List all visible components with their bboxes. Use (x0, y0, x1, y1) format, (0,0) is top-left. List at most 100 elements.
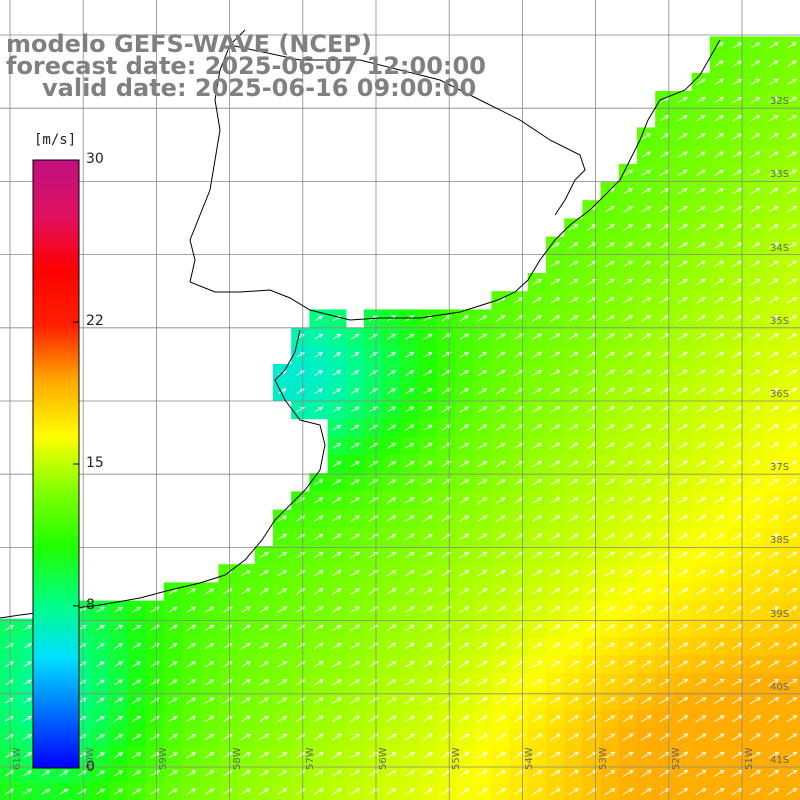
colorbar-tick-label: 30 (86, 151, 104, 167)
wind-arrow (423, 333, 433, 340)
wind-arrow (695, 224, 707, 231)
wind-arrow (350, 697, 361, 704)
wind-arrow (787, 42, 797, 49)
wind-arrow (350, 788, 361, 795)
wind-arrow (332, 570, 342, 577)
wind-arrow (768, 642, 780, 650)
wind-arrow (786, 187, 797, 195)
wind-arrow (714, 315, 725, 322)
wind-arrow (750, 460, 761, 468)
wind-arrow (604, 788, 616, 796)
wind-arrow (387, 406, 397, 413)
wind-arrow (204, 788, 215, 795)
wind-arrow (604, 551, 616, 559)
wind-arrow (623, 369, 634, 377)
wind-arrow (350, 497, 361, 504)
wind-arrow (750, 115, 761, 122)
wind-arrow (641, 515, 652, 522)
wind-arrow (641, 151, 652, 158)
wind-arrow (786, 133, 798, 140)
wind-arrow (259, 570, 270, 577)
wind-arrow (604, 369, 615, 377)
wind-arrow (641, 406, 652, 413)
wind-arrow (677, 96, 688, 104)
wind-arrow (732, 169, 743, 176)
wind-arrow (786, 497, 798, 504)
wind-arrow (23, 697, 32, 704)
wind-arrow (786, 151, 798, 158)
wind-arrow (259, 752, 270, 759)
wind-arrow (549, 751, 561, 759)
wind-arrow (477, 770, 488, 777)
wind-arrow (550, 642, 561, 650)
wind-arrow (23, 752, 33, 759)
wind-arrow (696, 115, 706, 122)
wind-arrow (313, 551, 324, 559)
wind-arrow (641, 333, 652, 340)
wind-arrow (695, 569, 707, 577)
longitude-label: 51W (744, 747, 755, 770)
wind-arrow (314, 406, 324, 413)
wind-arrow (331, 661, 343, 668)
latitude-label: 37S (770, 462, 790, 474)
wind-arrow (531, 697, 543, 704)
wind-arrow (332, 588, 342, 595)
wind-arrow (459, 497, 470, 504)
wind-arrow (659, 660, 670, 668)
wind-arrow (786, 206, 797, 213)
wind-arrow (714, 224, 725, 231)
wind-arrow (295, 715, 306, 722)
wind-arrow (386, 479, 397, 486)
coastline-argentina (0, 329, 326, 619)
wind-arrow (622, 679, 634, 686)
wind-arrow (168, 734, 179, 741)
wind-arrow (768, 715, 780, 723)
wind-arrow (768, 333, 779, 340)
wind-cell (782, 782, 800, 800)
wind-arrow (622, 569, 634, 577)
wind-arrow (623, 242, 634, 249)
wind-arrow (168, 715, 179, 722)
wind-arrow (659, 788, 671, 796)
wind-arrow (404, 661, 415, 668)
colorbar-tick-label: 15 (86, 455, 104, 471)
wind-arrow (677, 297, 688, 304)
wind-arrow (477, 351, 488, 358)
wind-arrow (422, 697, 434, 704)
wind-arrow (314, 352, 323, 358)
wind-arrow (532, 606, 543, 613)
wind-arrow (677, 660, 689, 668)
wind-arrow (677, 460, 688, 468)
wind-arrow (568, 224, 579, 231)
wind-arrow (222, 606, 233, 613)
wind-arrow (696, 206, 706, 213)
wind-arrow (386, 442, 397, 449)
wind-arrow (623, 406, 634, 413)
wind-arrow (641, 424, 652, 431)
wind-arrow (204, 679, 215, 686)
wind-arrow (259, 733, 270, 741)
wind-arrow (732, 133, 743, 140)
wind-arrow (423, 406, 433, 413)
wind-arrow (477, 588, 488, 595)
wind-arrow (586, 770, 598, 777)
wind-arrow (513, 551, 525, 559)
wind-arrow (768, 260, 779, 268)
wind-arrow (350, 370, 360, 376)
wind-arrow (514, 315, 524, 322)
wind-arrow (604, 697, 616, 705)
wind-arrow (404, 715, 415, 723)
wind-arrow (350, 515, 360, 522)
wind-arrow (568, 260, 579, 267)
wind-arrow (4, 770, 14, 777)
wind-arrow (495, 715, 506, 723)
wind-arrow (750, 169, 761, 176)
wind-arrow (259, 715, 270, 722)
wind-arrow (768, 697, 780, 705)
wind-arrow (786, 242, 798, 249)
wind-arrow (714, 406, 725, 413)
wind-arrow (586, 733, 598, 741)
wind-arrow (513, 497, 524, 504)
wind-arrow (568, 406, 579, 413)
wind-arrow (95, 734, 105, 740)
